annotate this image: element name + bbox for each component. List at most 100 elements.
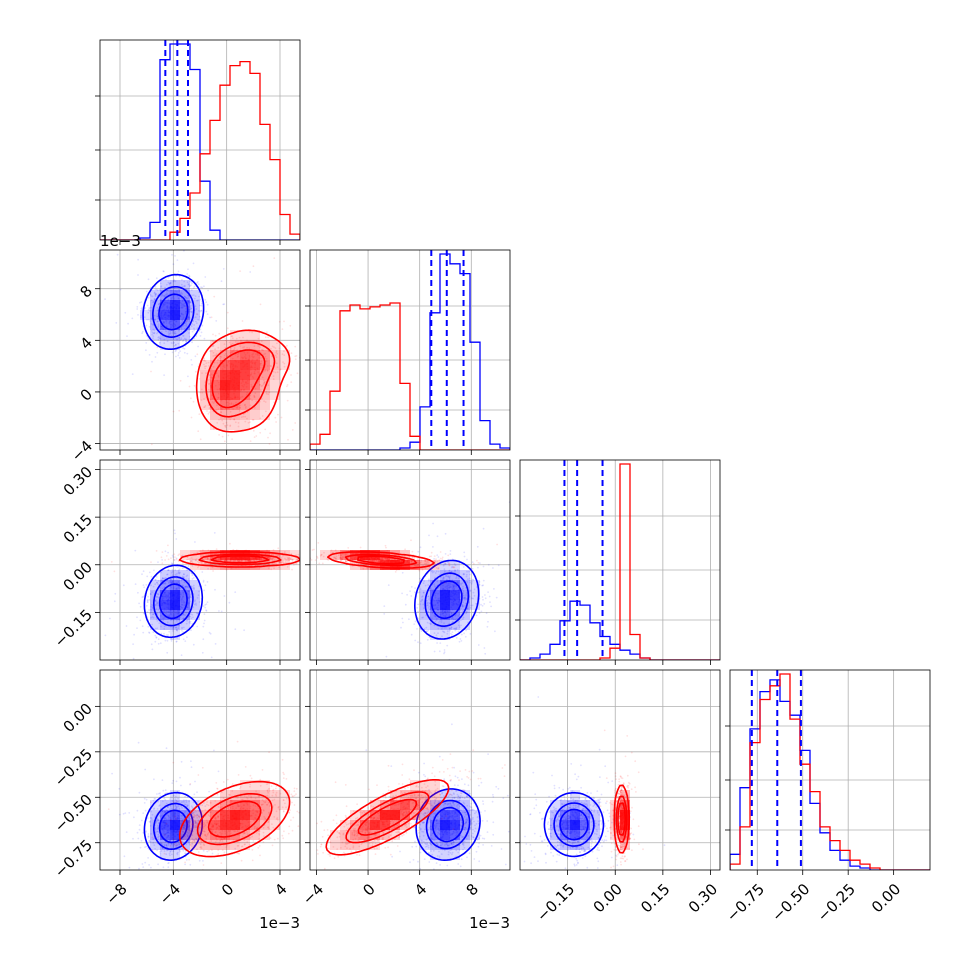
scatter-point [289,557,292,559]
density-cell [470,580,480,590]
scatter-point [213,295,216,298]
histogram-series-a [520,600,720,660]
scatter-point [205,362,208,364]
scatter-point [421,616,423,619]
scatter-point [238,336,241,339]
scatter-point [239,560,242,563]
scatter-point [428,555,431,558]
contour-line [327,551,435,569]
scatter-point [334,549,337,552]
scatter-point [176,572,178,575]
scatter-point [462,616,465,619]
scatter-point [139,301,141,304]
scatter-point [266,369,269,372]
scatter-point [425,630,428,633]
density-cell [190,600,200,610]
scatter-point [154,293,157,295]
scatter-point [185,575,188,578]
scatter-point [178,843,181,846]
scatter-point [173,341,175,344]
scatter-point [182,347,184,349]
scatter-point [212,402,215,404]
scatter-point [183,799,185,801]
scatter-point [150,866,152,869]
scatter-point [195,559,198,562]
scatter-point [263,400,265,403]
scatter-point [185,585,188,588]
scatter-point [155,820,158,823]
scatter-point [437,570,440,573]
scatter-point [162,582,165,585]
scatter-point [195,308,198,310]
scatter-point [248,347,251,349]
scatter-point [450,570,453,573]
scatter-point [424,584,427,587]
scatter-point [174,532,176,535]
scatter-point [154,318,157,321]
scatter-point [154,285,157,288]
scatter-point [271,559,273,561]
scatter-point [152,613,155,615]
scatter-point [195,826,198,829]
scatter-point [269,364,272,367]
scatter-point [458,624,460,627]
scatter-point [154,598,157,601]
scatter-point [450,626,453,629]
scatter-point [473,594,476,597]
scatter-point [283,350,285,353]
scatter-point [173,529,176,532]
scatter-point [153,331,156,334]
scatter-point [160,285,163,287]
scatter-point [162,270,165,272]
density-cell [420,620,430,630]
scatter-point [166,283,168,286]
scatter-point [451,631,454,633]
scatter-point [419,577,421,580]
scatter-point [214,334,217,337]
scatter-point [264,369,267,372]
scatter-point [177,270,180,273]
scatter-point [148,306,151,309]
scatter-point [448,562,451,565]
scatter-point [151,331,154,334]
scatter-point [238,560,241,562]
scatter-point [155,618,158,621]
scatter-point [281,554,284,557]
scatter-point [155,636,158,639]
scatter-point [186,636,188,639]
scatter-point [188,283,191,285]
density-cell [230,380,240,390]
scatter-point [434,615,437,618]
scatter-point [175,628,178,631]
scatter-point [190,325,193,328]
scatter-point [191,363,193,366]
scatter-point [189,285,191,288]
scatter-point [179,776,181,779]
scatter-point [182,335,185,337]
scatter-point [237,425,240,428]
scatter-point [147,338,150,341]
scatter-point [206,558,209,561]
scatter-point [471,578,474,581]
scatter-point [178,572,181,575]
density-cell [220,370,230,380]
scatter-point [192,287,195,290]
scatter-point [482,527,485,530]
contour-line [205,341,276,418]
scatter-point [180,328,183,330]
scatter-point [177,841,180,844]
scatter-point [480,610,483,613]
scatter-point [188,295,191,297]
scatter-point [252,419,255,421]
scatter-point [476,559,478,562]
density-cell [450,590,460,600]
scatter-point [443,581,446,584]
scatter-point [180,579,183,582]
density-cell [240,420,250,430]
scatter-point [281,353,284,356]
scatter-point [448,570,451,572]
scatter-point [265,390,268,393]
scatter-point [465,612,467,615]
scatter-point [230,567,233,570]
y-tick-label: 0.30 [60,463,96,499]
